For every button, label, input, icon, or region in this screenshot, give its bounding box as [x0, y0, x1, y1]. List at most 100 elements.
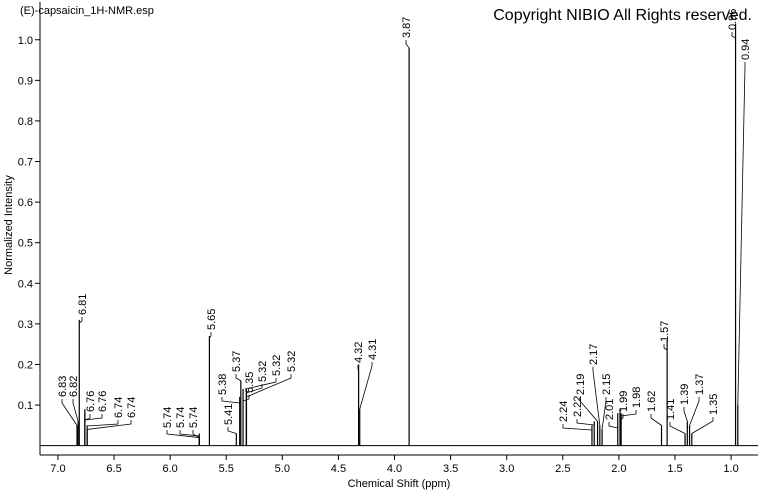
- leader-line: [405, 40, 410, 49]
- peak-label: 1.98: [631, 387, 643, 408]
- y-tick-label: 0.2: [18, 359, 33, 371]
- leader-line: [663, 344, 668, 351]
- peak-label: 4.32: [353, 342, 365, 363]
- peak-label: 3.87: [401, 17, 413, 38]
- leader-line: [650, 414, 662, 426]
- peak-label: 2.24: [558, 401, 570, 422]
- leader-line: [246, 378, 277, 390]
- leader-line: [592, 367, 601, 426]
- y-tick-label: 0.3: [18, 319, 33, 331]
- peak-label: 1.37: [694, 374, 706, 395]
- x-tick-label: 5.0: [275, 463, 290, 475]
- y-tick-label: 0.7: [18, 157, 33, 169]
- y-axis-label: Normalized Intensity: [3, 175, 15, 275]
- peak-label: 1.62: [646, 391, 658, 412]
- leader-line: [72, 399, 79, 422]
- peak-label: 5.74: [162, 407, 174, 428]
- peak-label: 6.82: [68, 376, 80, 397]
- peak-label: 5.32: [286, 351, 298, 372]
- peak-label: 5.32: [271, 355, 283, 376]
- leader-line: [221, 397, 240, 404]
- peak-label: 2.19: [575, 374, 587, 395]
- peak-label: 1.57: [659, 321, 671, 342]
- peak-label: 1.41: [665, 399, 677, 420]
- leader-line: [192, 430, 200, 438]
- leader-line: [601, 397, 607, 430]
- leader-line: [731, 32, 736, 39]
- peak-label: 0.94: [740, 39, 752, 60]
- leader-line: [87, 420, 119, 427]
- leader-line: [84, 414, 91, 421]
- leader-line: [579, 397, 598, 422]
- peak-label: 2.17: [588, 344, 600, 365]
- leader-line: [608, 422, 618, 429]
- leader-line: [621, 410, 637, 417]
- peak-label: 5.74: [188, 407, 200, 428]
- x-tick-label: 6.0: [162, 463, 177, 475]
- peak-label: 1.39: [679, 384, 691, 405]
- y-tick-label: 0.9: [18, 75, 33, 87]
- leader-line: [737, 62, 746, 406]
- x-tick-label: 4.0: [387, 463, 402, 475]
- leader-line: [683, 407, 688, 422]
- peak-label: 2.01: [604, 399, 616, 420]
- x-tick-label: 2.5: [555, 463, 570, 475]
- leader-line: [84, 414, 103, 421]
- peak-label: 2.22: [572, 396, 584, 417]
- leader-line: [359, 362, 373, 410]
- x-tick-label: 4.5: [331, 463, 346, 475]
- y-tick-label: 0.6: [18, 197, 33, 209]
- copyright: Copyright NIBIO All Rights reserved.: [493, 7, 752, 24]
- leader-line: [242, 395, 250, 402]
- leader-line: [79, 317, 83, 324]
- y-tick-label: 0.1: [18, 400, 33, 412]
- peak-label: 5.32: [257, 361, 269, 382]
- x-tick-label: 3.0: [499, 463, 514, 475]
- leader-line: [61, 399, 78, 426]
- leader-line: [691, 417, 714, 434]
- chart-title: (E)-capsaicin_1H-NMR.esp: [20, 5, 154, 17]
- x-tick-label: 3.5: [443, 463, 458, 475]
- y-tick-label: 0.4: [18, 278, 33, 290]
- leader-line: [166, 430, 200, 438]
- x-axis-label: Chemical Shift (ppm): [348, 478, 451, 490]
- peak-label: 6.76: [85, 391, 97, 412]
- peak-label: 2.15: [601, 374, 613, 395]
- x-tick-label: 6.5: [106, 463, 121, 475]
- x-tick-label: 7.0: [50, 463, 65, 475]
- leader-line: [357, 365, 359, 372]
- leader-line: [179, 430, 200, 437]
- x-tick-label: 1.5: [667, 463, 682, 475]
- peak-label: 5.35: [244, 372, 256, 393]
- peak-label: 6.76: [97, 391, 109, 412]
- leader-line: [689, 397, 700, 426]
- leader-line: [576, 419, 595, 426]
- y-tick-label: 1.0: [18, 35, 33, 47]
- leader-line: [669, 422, 686, 434]
- peak-label: 6.83: [57, 376, 69, 397]
- leader-line: [562, 424, 592, 431]
- peak-label: 5.41: [223, 404, 235, 425]
- peak-label: 5.37: [231, 351, 243, 372]
- peak-label: 5.65: [206, 309, 218, 330]
- peak-label: 6.81: [77, 294, 89, 315]
- peak-label: 0.96: [727, 9, 739, 30]
- x-tick-label: 5.5: [219, 463, 234, 475]
- leader-line: [209, 332, 212, 339]
- peak-label: 6.74: [126, 397, 138, 418]
- peak-label: 1.99: [618, 391, 630, 412]
- peak-label: 1.35: [708, 394, 720, 415]
- peak-label: 4.31: [367, 339, 379, 360]
- y-tick-label: 0.5: [18, 238, 33, 250]
- peak-label: 5.38: [217, 374, 229, 395]
- leader-line: [235, 374, 242, 382]
- y-tick-label: 0.8: [18, 116, 33, 128]
- leader-line: [227, 427, 237, 434]
- x-tick-label: 1.0: [723, 463, 738, 475]
- leader-line: [246, 374, 292, 398]
- leader-line: [87, 420, 132, 430]
- peak-label: 5.74: [175, 407, 187, 428]
- peak-label: 6.74: [113, 397, 125, 418]
- x-tick-label: 2.0: [611, 463, 626, 475]
